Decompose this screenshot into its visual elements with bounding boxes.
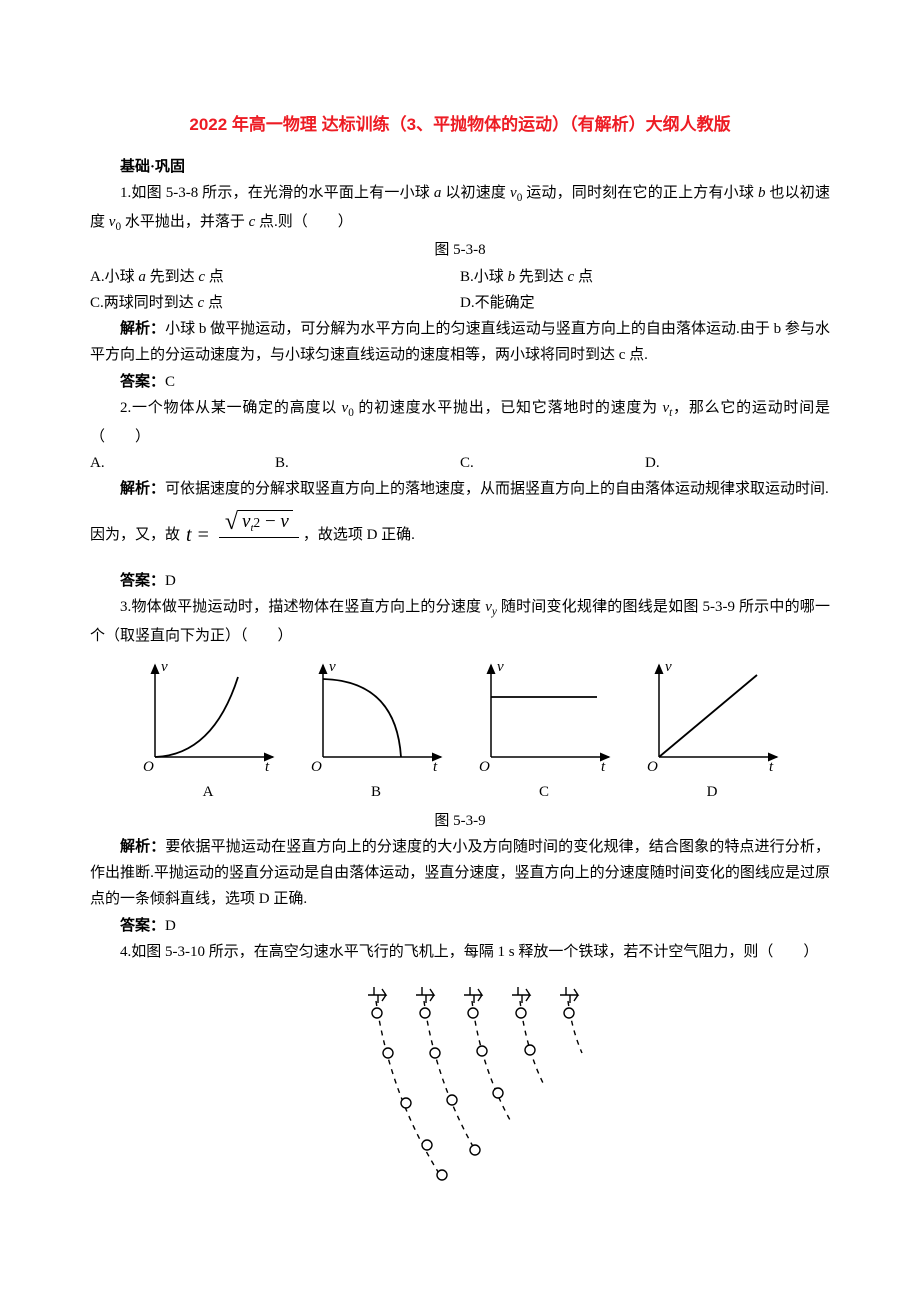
svg-text:v: v	[497, 659, 504, 675]
q1-text-b: 以初速度	[441, 185, 510, 201]
q2-formula-prefix: 因为，又，故	[90, 522, 180, 548]
q2-text-a: 2.一个物体从某一确定的高度以	[120, 400, 342, 416]
q1-opt-c: C.两球同时到达 c 点	[90, 290, 460, 316]
planes-svg	[320, 975, 600, 1185]
graph-b-svg: v t O	[301, 657, 451, 777]
q2-frac: √ v t 2 − v	[219, 510, 299, 560]
q2-opt-a: A.	[90, 450, 275, 476]
q1-options-row2: C.两球同时到达 c 点 D.不能确定	[90, 290, 830, 316]
graph-c: v t O C	[469, 657, 619, 805]
graph-c-svg: v t O	[469, 657, 619, 777]
graph-a: v t O A	[133, 657, 283, 805]
graph-b: v t O B	[301, 657, 451, 805]
answer-label-3: 答案：	[120, 918, 165, 934]
graph-c-label: C	[539, 779, 549, 805]
q3-answer-val: D	[165, 918, 176, 934]
q2-analysis: 解析：可依据速度的分解求取竖直方向上的落地速度，从而据竖直方向上的自由落体运动规…	[90, 476, 830, 502]
q2-options: A. B. C. D.	[90, 450, 830, 476]
q1-opt-a: A.小球 a 先到达 c 点	[90, 264, 460, 290]
q3-analysis-text: 要依据平抛运动在竖直方向上的分速度的大小及方向随时间的变化规律，结合图象的特点进…	[90, 839, 830, 908]
q2-formula: 因为，又，故 t = √ v t 2 − v ，故选项 D 正确.	[90, 510, 830, 560]
q3-fig-caption: 图 5-3-9	[90, 808, 830, 834]
q1-analysis: 解析：小球 b 做平抛运动，可分解为水平方向上的匀速直线运动与竖直方向上的自由落…	[90, 316, 830, 369]
svg-text:O: O	[647, 759, 658, 775]
q2-analysis-text: 可依据速度的分解求取竖直方向上的落地速度，从而据竖直方向上的自由落体运动规律求取…	[165, 481, 829, 497]
q2-formula-eq: =	[198, 518, 209, 553]
sqrt-icon: √ v t 2 − v	[225, 510, 293, 534]
svg-text:v: v	[665, 659, 672, 675]
q2-f-vt-sub: t	[250, 522, 253, 534]
svg-text:t: t	[265, 759, 270, 775]
graph-d-label: D	[707, 779, 718, 805]
q1-answer: 答案：C	[90, 369, 830, 395]
q1-fig-caption: 图 5-3-8	[90, 237, 830, 263]
svg-text:t: t	[601, 759, 606, 775]
q1-opt-d: D.不能确定	[460, 290, 830, 316]
q2-f-minus: −	[265, 512, 276, 533]
svg-text:O: O	[143, 759, 154, 775]
answer-label: 答案：	[120, 374, 165, 390]
q1-v0: v	[510, 185, 517, 201]
q3-analysis: 解析：要依据平抛运动在竖直方向上的分速度的大小及方向随时间的变化规律，结合图象的…	[90, 834, 830, 913]
q2-formula-suffix: ，故选项 D 正确.	[303, 522, 415, 548]
q2-f-v: v	[280, 512, 288, 533]
q2-f-sq: 2	[254, 516, 261, 531]
graph-a-svg: v t O	[133, 657, 283, 777]
svg-text:O: O	[311, 759, 322, 775]
q3-answer: 答案：D	[90, 913, 830, 939]
q3-vy: v	[485, 599, 492, 615]
page-title: 2022 年高一物理 达标训练（3、平抛物体的运动）（有解析）大纲人教版	[90, 110, 830, 140]
q1-text-f: 点.则（ ）	[255, 214, 353, 230]
svg-text:t: t	[769, 759, 774, 775]
q1-optb-c: c	[568, 269, 575, 285]
q1-options-row1: A.小球 a 先到达 c 点 B.小球 b 先到达 c 点	[90, 264, 830, 290]
q2-f-vt: v	[242, 512, 250, 533]
q2-opt-c: C.	[460, 450, 645, 476]
q3-stem: 3.物体做平抛运动时，描述物体在竖直方向上的分速度 vy 随时间变化规律的图线是…	[90, 594, 830, 649]
q1-stem: 1.如图 5-3-8 所示，在光滑的水平面上有一小球 a 以初速度 v0 运动，…	[90, 180, 830, 237]
q2-opt-d: D.	[645, 450, 830, 476]
q1-text-a: 1.如图 5-3-8 所示，在光滑的水平面上有一小球	[120, 185, 434, 201]
q2-answer: 答案：D	[90, 568, 830, 594]
graph-d-svg: v t O	[637, 657, 787, 777]
analysis-label-3: 解析：	[120, 839, 165, 855]
q3-figure-row: v t O A v t O B v t O C	[90, 657, 830, 805]
graph-d: v t O D	[637, 657, 787, 805]
graph-b-label: B	[371, 779, 381, 805]
svg-text:O: O	[479, 759, 490, 775]
q1-opta-c: c	[198, 269, 205, 285]
answer-label-2: 答案：	[120, 573, 165, 589]
q1-opta-a: a	[138, 269, 146, 285]
analysis-label-2: 解析：	[120, 481, 165, 497]
q2-opt-b: B.	[275, 450, 460, 476]
analysis-label: 解析：	[120, 321, 165, 337]
q3-text-a: 3.物体做平抛运动时，描述物体在竖直方向上的分速度	[120, 599, 485, 615]
graph-a-label: A	[203, 779, 214, 805]
q2-formula-t: t	[186, 518, 192, 553]
q2-text-b: 的初速度水平抛出，已知它落地时的速度为	[354, 400, 663, 416]
q1-optc-c: c	[198, 295, 205, 311]
q1-text-e: 水平抛出，并落于	[121, 214, 249, 230]
svg-text:v: v	[329, 659, 336, 675]
q4-stem: 4.如图 5-3-10 所示，在高空匀速水平飞行的飞机上，每隔 1 s 释放一个…	[90, 939, 830, 965]
q4-figure	[90, 975, 830, 1194]
q1-opt-b: B.小球 b 先到达 c 点	[460, 264, 830, 290]
q1-answer-val: C	[165, 374, 175, 390]
svg-text:v: v	[161, 659, 168, 675]
q1-text-c: 运动，同时刻在它的正上方有小球	[522, 185, 758, 201]
q2-stem: 2.一个物体从某一确定的高度以 v0 的初速度水平抛出，已知它落地时的速度为 v…	[90, 395, 830, 450]
svg-text:t: t	[433, 759, 438, 775]
q1-optb-b: b	[508, 269, 516, 285]
q1-analysis-text: 小球 b 做平抛运动，可分解为水平方向上的匀速直线运动与竖直方向上的自由落体运动…	[90, 321, 830, 363]
q2-answer-val: D	[165, 573, 176, 589]
section-heading: 基础·巩固	[90, 154, 830, 180]
